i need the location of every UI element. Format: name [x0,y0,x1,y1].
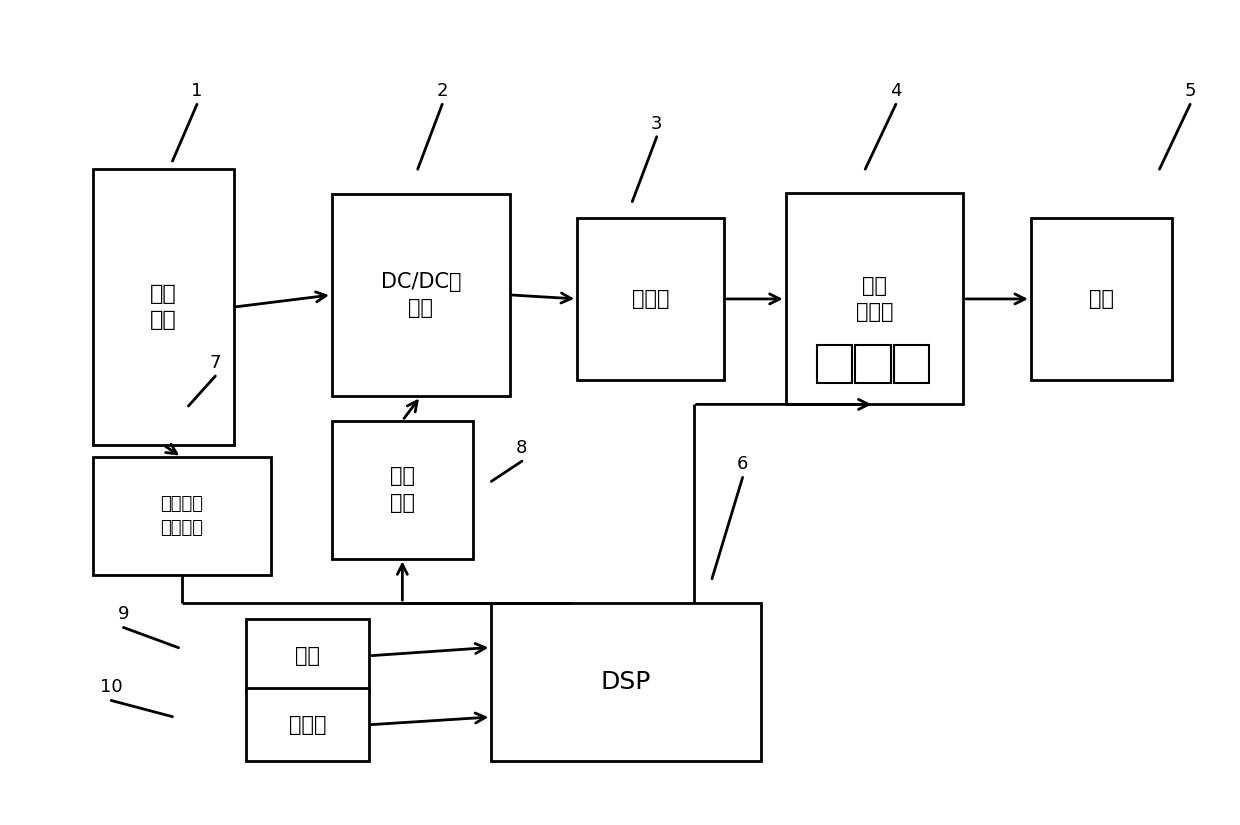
Text: 显示屏: 显示屏 [289,714,326,735]
Text: 4: 4 [890,82,901,100]
Bar [577,218,724,380]
Text: 蓄电池: 蓄电池 [632,289,670,309]
Text: DC/DC转
换器: DC/DC转 换器 [381,271,461,318]
Bar [93,169,234,445]
Text: 8: 8 [516,439,527,457]
Text: 光伏
电池: 光伏 电池 [150,284,176,330]
Bar [246,620,368,692]
Text: 6: 6 [737,455,748,474]
Text: 7: 7 [210,354,221,372]
Text: 3: 3 [651,115,662,133]
Text: 2: 2 [436,82,448,100]
Text: 路灯: 路灯 [1089,289,1114,309]
Text: 按键: 按键 [295,646,320,666]
Bar [856,346,890,384]
Text: 10: 10 [100,678,123,696]
Text: 1: 1 [191,82,202,100]
Bar [817,346,852,384]
Text: 开关
控制器: 开关 控制器 [856,276,893,322]
Text: DSP: DSP [601,670,651,694]
Bar [246,688,368,761]
Text: 5: 5 [1184,82,1195,100]
Bar [332,421,472,559]
Text: 驱动
电路: 驱动 电路 [389,466,415,513]
Bar [894,346,929,384]
Bar [93,457,270,575]
Bar [332,194,510,396]
Bar [785,194,963,404]
Bar [1030,218,1172,380]
Text: 9: 9 [118,606,129,624]
Text: 电压电流
采集模块: 电压电流 采集模块 [160,495,203,537]
Bar [491,603,761,761]
